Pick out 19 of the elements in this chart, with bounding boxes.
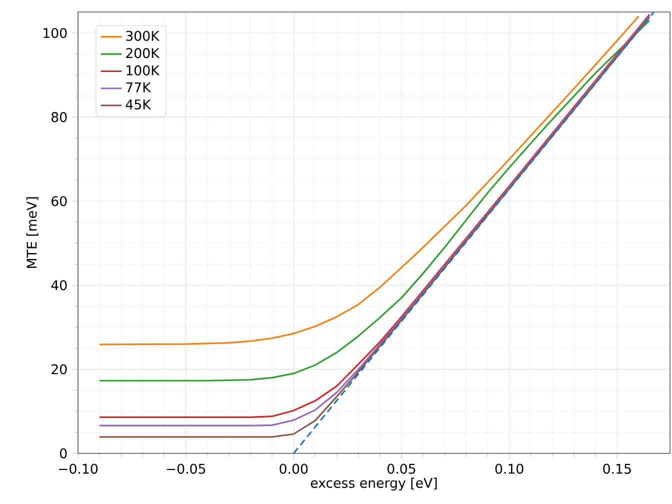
y-tick-label: 60 [52, 196, 67, 206]
legend-label: 45K [126, 100, 152, 110]
x-axis-title: excess energy [eV] [310, 478, 437, 491]
x-tick-label: 0.00 [280, 464, 308, 474]
x-tick-label: 0.15 [603, 464, 631, 474]
x-tick-label: −0.10 [58, 464, 98, 474]
x-tick-label: −0.05 [166, 464, 206, 474]
y-tick-label: 80 [52, 112, 67, 122]
y-tick-label: 20 [52, 364, 67, 374]
y-tick-label: 0 [60, 448, 67, 458]
x-tick-label: 0.10 [495, 464, 524, 474]
y-tick-label: 100 [44, 28, 67, 38]
y-axis-title: MTE [meV] [26, 197, 38, 268]
legend-label: 200K [126, 48, 160, 58]
legend-label: 77K [126, 82, 152, 92]
legend-label: 100K [126, 65, 160, 76]
x-tick-label: 0.05 [388, 464, 416, 474]
legend-label: 300K [126, 30, 160, 41]
y-tick-label: 40 [51, 280, 67, 290]
